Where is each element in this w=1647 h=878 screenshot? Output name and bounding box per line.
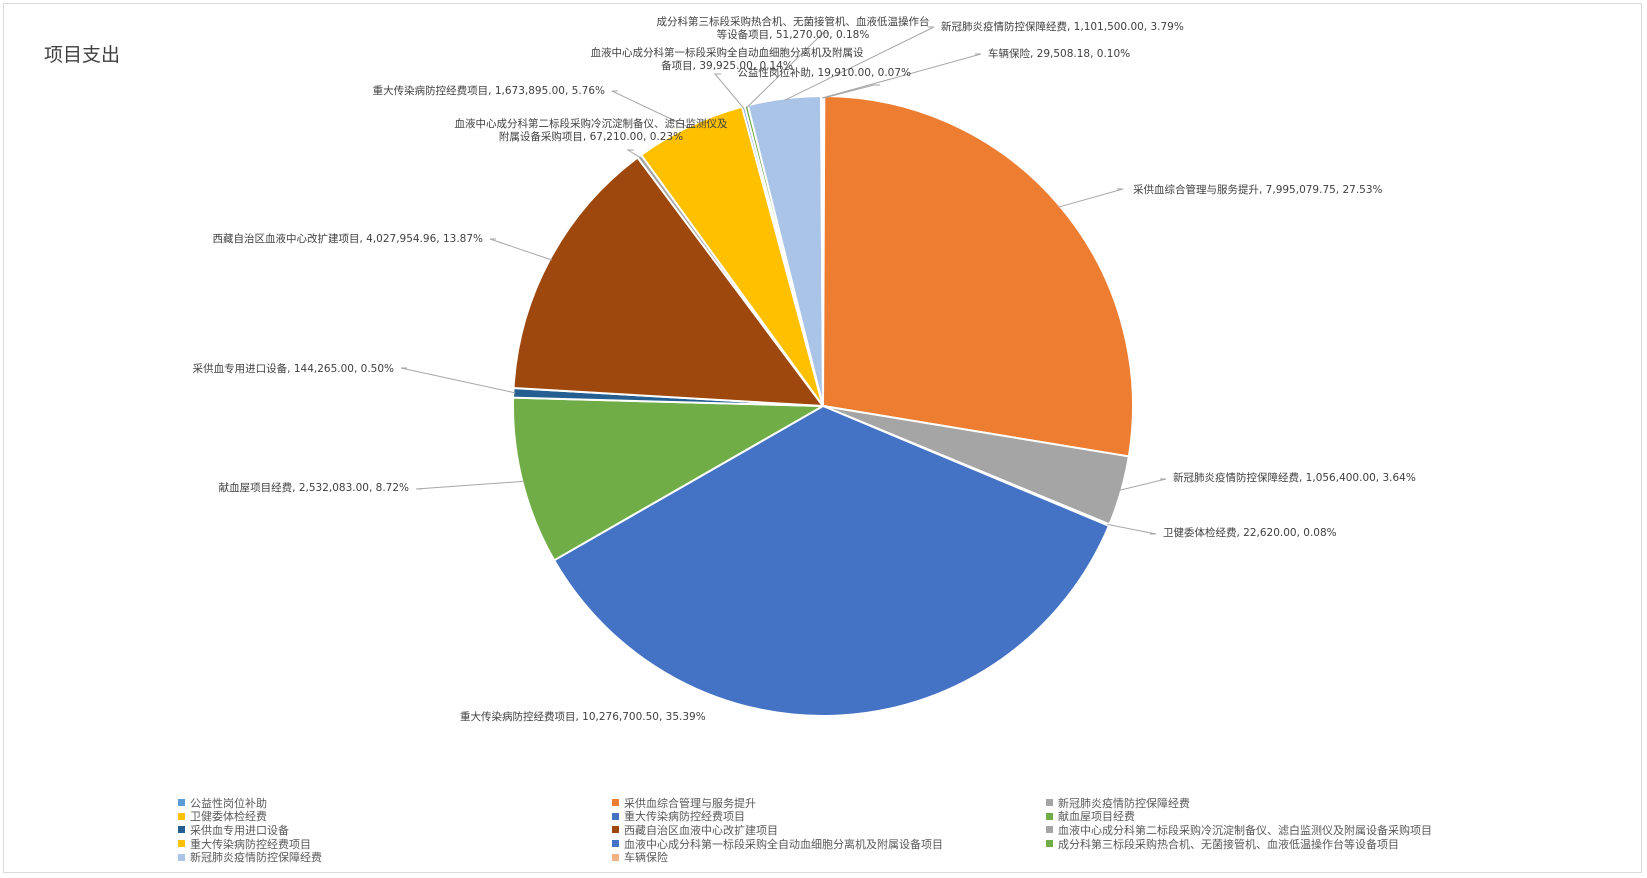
- data-label-7: 西藏自治区血液中心改扩建项目, 4,027,954.96, 13.87%: [212, 232, 483, 245]
- leader-line-2: [1119, 478, 1167, 491]
- legend-item-10: 血液中心成分科第一标段采购全自动血细胞分离机及附属设备项目: [612, 837, 1046, 851]
- leader-line-11: [746, 32, 829, 108]
- legend-label-6: 采供血专用进口设备: [190, 823, 289, 837]
- leader-line-0: [823, 84, 880, 99]
- leader-line-3: [1107, 523, 1157, 535]
- legend-item-6: 采供血专用进口设备: [178, 823, 612, 837]
- data-label-0: 公益性岗位补助, 19,910.00, 0.07%: [737, 66, 911, 79]
- legend-item-11: 成分科第三标段采购热合机、无菌接管机、血液低温操作台等设备项目: [1046, 837, 1478, 851]
- data-label-8: 血液中心成分科第二标段采购冷沉淀制备仪、滤白监测仪及附属设备采购项目, 67,2…: [455, 117, 728, 143]
- leader-line-7: [489, 238, 552, 261]
- data-label-5: 献血屋项目经费, 2,532,083.00, 8.72%: [219, 481, 409, 494]
- legend-label-8: 血液中心成分科第二标段采购冷沉淀制备仪、滤白监测仪及附属设备采购项目: [1058, 823, 1432, 837]
- data-label-1: 采供血综合管理与服务提升, 7,995,079.75, 27.53%: [1133, 183, 1383, 196]
- chart-title: 项目支出: [44, 44, 121, 66]
- legend-label-12: 新冠肺炎疫情防控保障经费: [190, 851, 322, 865]
- legend-swatch-8: [1046, 826, 1053, 834]
- legend-swatch-2: [1046, 799, 1053, 807]
- legend-label-5: 献血屋项目经费: [1058, 810, 1135, 824]
- legend-item-8: 血液中心成分科第二标段采购冷沉淀制备仪、滤白监测仪及附属设备采购项目: [1046, 823, 1478, 837]
- leader-line-5: [415, 480, 525, 490]
- leader-line-13: [821, 53, 982, 99]
- chart-legend: 公益性岗位补助 采供血综合管理与服务提升 新冠肺炎疫情防控保障经费 卫健委体检经费 重大…: [178, 796, 1478, 864]
- legend-label-13: 车辆保险: [624, 851, 668, 865]
- pie-slice-13: [820, 94, 824, 407]
- data-label-13: 车辆保险, 29,508.18, 0.10%: [988, 47, 1130, 60]
- data-label-11: 成分科第三标段采购热合机、无菌接管机、血液低温操作台等设备项目, 51,270.…: [657, 15, 930, 41]
- legend-swatch-11: [1046, 840, 1053, 848]
- legend-label-11: 成分科第三标段采购热合机、无菌接管机、血液低温操作台等设备项目: [1058, 837, 1399, 851]
- legend-swatch-7: [612, 826, 619, 834]
- legend-item-5: 献血屋项目经费: [1046, 810, 1478, 824]
- legend-item-2: 新冠肺炎疫情防控保障经费: [1046, 796, 1478, 810]
- legend-label-7: 西藏自治区血液中心改扩建项目: [624, 823, 778, 837]
- data-label-4: 重大传染病防控经费项目, 10,276,700.50, 35.39%: [460, 710, 706, 723]
- legend-item-1: 采供血综合管理与服务提升: [612, 796, 1046, 810]
- legend-label-9: 重大传染病防控经费项目: [190, 837, 311, 851]
- legend-label-1: 采供血综合管理与服务提升: [624, 796, 756, 810]
- leader-line-1: [1058, 188, 1124, 208]
- leader-line-8: [626, 149, 641, 159]
- legend-swatch-13: [612, 853, 619, 861]
- legend-swatch-1: [612, 799, 619, 807]
- legend-item-3: 卫健委体检经费: [178, 810, 612, 824]
- pie-slice-4: [552, 404, 1111, 717]
- data-label-6: 采供血专用进口设备, 144,265.00, 0.50%: [193, 362, 394, 375]
- leader-line-12: [784, 26, 935, 101]
- pie-slice-1: [821, 94, 1134, 458]
- legend-label-4: 重大传染病防控经费项目: [624, 810, 745, 824]
- data-label-3: 卫健委体检经费, 22,620.00, 0.08%: [1163, 526, 1337, 539]
- legend-swatch-12: [178, 853, 185, 861]
- legend-swatch-5: [1046, 812, 1053, 820]
- legend-swatch-0: [178, 799, 185, 807]
- data-label-12: 新冠肺炎疫情防控保障经费, 1,101,500.00, 3.79%: [941, 20, 1184, 33]
- legend-label-2: 新冠肺炎疫情防控保障经费: [1058, 796, 1190, 810]
- leader-line-6: [400, 367, 516, 394]
- leader-line-9: [611, 90, 691, 129]
- data-label-10: 血液中心成分科第一标段采购全自动血细胞分离机及附属设备项目, 39,925.00…: [591, 46, 864, 72]
- legend-item-9: 重大传染病防控经费项目: [178, 837, 612, 851]
- legend-swatch-6: [178, 826, 185, 834]
- legend-item-12: 新冠肺炎疫情防控保障经费: [178, 850, 612, 864]
- legend-item-13: 车辆保险: [612, 850, 1046, 864]
- legend-label-10: 血液中心成分科第一标段采购全自动血细胞分离机及附属设备项目: [624, 837, 943, 851]
- data-label-9: 重大传染病防控经费项目, 1,673,895.00, 5.76%: [373, 84, 605, 97]
- legend-item-4: 重大传染病防控经费项目: [612, 810, 1046, 824]
- leader-line-10: [713, 73, 745, 109]
- legend-item-0: 公益性岗位补助: [178, 796, 612, 810]
- legend-label-3: 卫健委体检经费: [190, 810, 267, 824]
- legend-swatch-3: [178, 812, 185, 820]
- legend-label-0: 公益性岗位补助: [190, 796, 267, 810]
- legend-item-7: 西藏自治区血液中心改扩建项目: [612, 823, 1046, 837]
- legend-swatch-10: [612, 840, 619, 848]
- data-label-2: 新冠肺炎疫情防控保障经费, 1,056,400.00, 3.64%: [1173, 471, 1416, 484]
- legend-swatch-9: [178, 840, 185, 848]
- legend-swatch-4: [612, 812, 619, 820]
